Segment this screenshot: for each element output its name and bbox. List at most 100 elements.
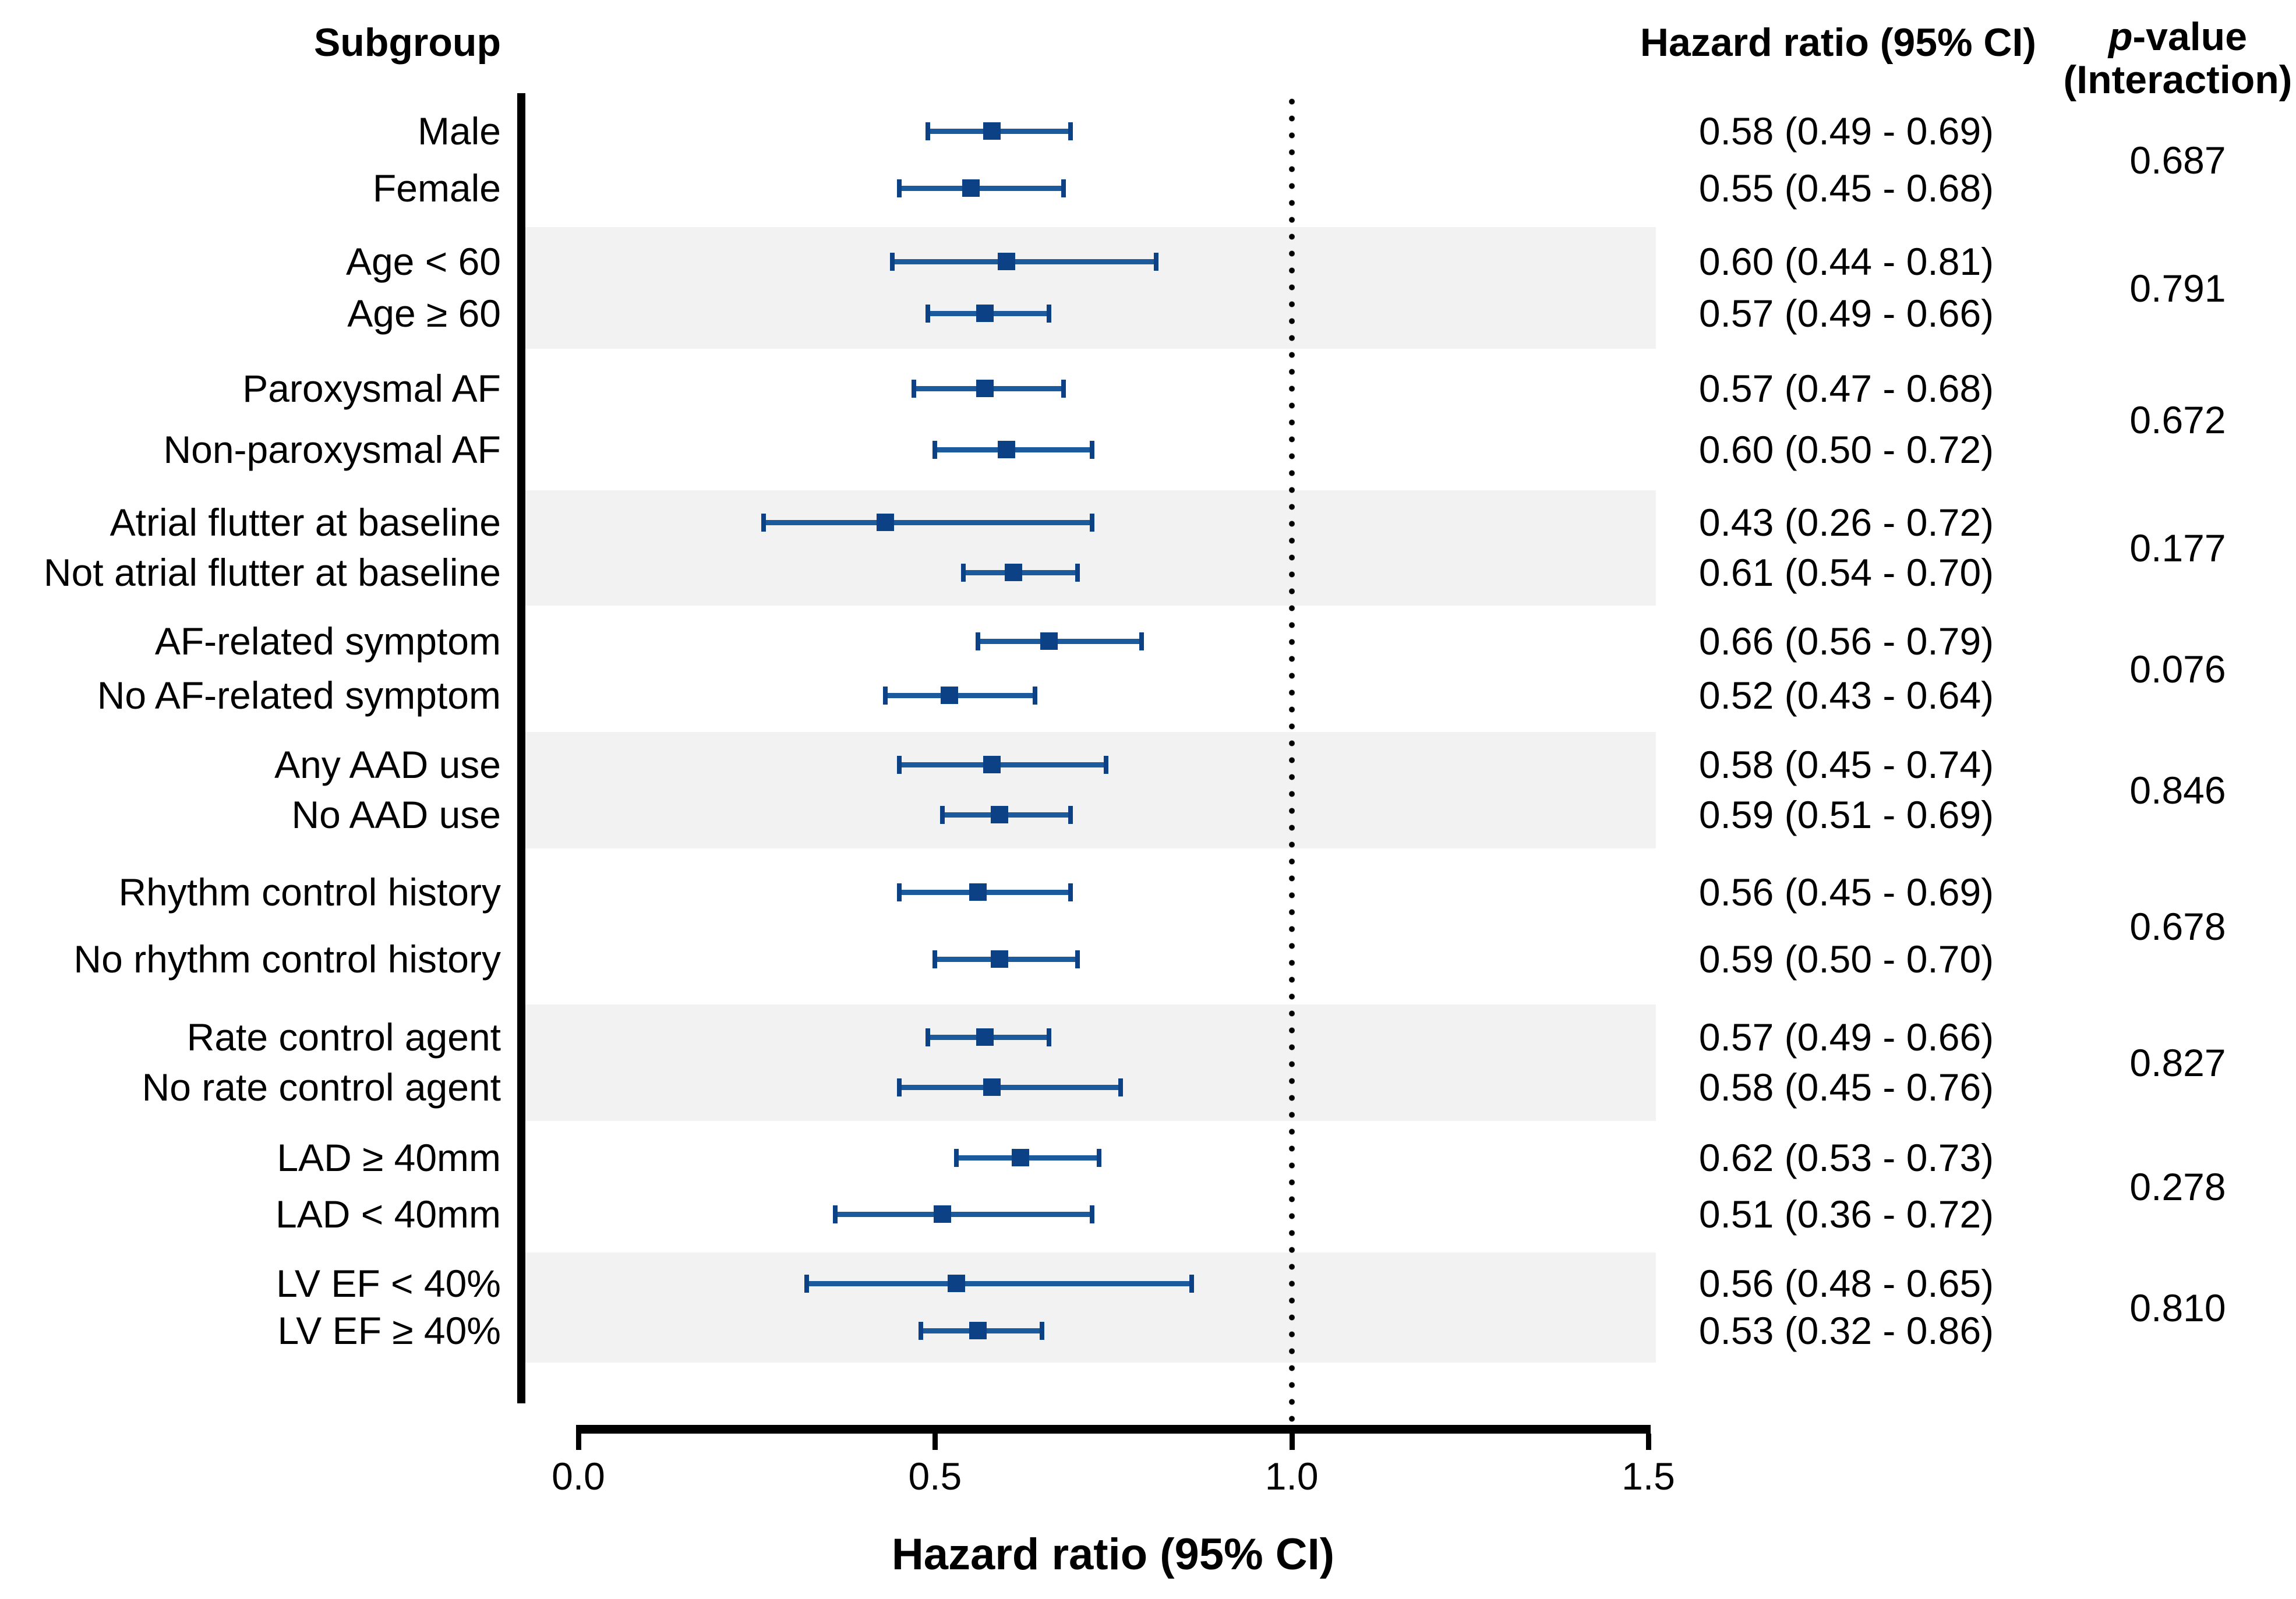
- p-interaction-value: 0.846: [2129, 769, 2226, 812]
- ci-cap-upper: [1047, 305, 1052, 323]
- ci-line: [892, 259, 1156, 264]
- hr-ci-value: 0.51 (0.36 - 0.72): [1698, 1193, 1994, 1236]
- hr-ci-value: 0.59 (0.50 - 0.70): [1698, 938, 1994, 981]
- ci-cap-upper: [1097, 1149, 1101, 1167]
- hr-point-estimate-marker: [940, 687, 958, 704]
- hr-point-estimate-marker: [948, 1275, 966, 1292]
- axis-tick-label: 1.0: [1264, 1455, 1319, 1498]
- axis-tick: [1646, 1434, 1651, 1450]
- axis-tick: [576, 1434, 581, 1450]
- subgroup-label: Non-paroxysmal AF: [163, 428, 501, 471]
- ci-cap-upper: [1068, 883, 1073, 901]
- subgroup-label: Rhythm control history: [118, 871, 501, 914]
- hr-point-estimate-marker: [933, 1205, 951, 1223]
- subgroup-label: Any AAD use: [274, 743, 501, 786]
- ci-cap-upper: [1089, 1205, 1094, 1223]
- subgroup-label: No AF-related symptom: [97, 674, 501, 717]
- ci-cap-upper: [1139, 632, 1145, 650]
- ci-cap-lower: [889, 253, 895, 271]
- hr-ci-value: 0.60 (0.50 - 0.72): [1698, 428, 1994, 471]
- axis-tick-label: 0.5: [908, 1455, 962, 1498]
- group-shading-band: [525, 732, 1656, 848]
- p-interaction-value: 0.177: [2129, 526, 2226, 569]
- hr-point-estimate-marker: [976, 1028, 994, 1046]
- hr-ci-value: 0.53 (0.32 - 0.86): [1698, 1309, 1994, 1352]
- ci-cap-lower: [918, 1322, 923, 1340]
- ci-cap-upper: [1040, 1322, 1045, 1340]
- p-interaction-value: 0.827: [2129, 1041, 2226, 1084]
- ci-cap-upper: [1068, 122, 1073, 140]
- subgroup-label: Not atrial flutter at baseline: [43, 551, 501, 594]
- hr-ci-value: 0.57 (0.47 - 0.68): [1698, 367, 1994, 410]
- hr-ci-value: 0.62 (0.53 - 0.73): [1698, 1136, 1994, 1179]
- hr-ci-value: 0.59 (0.51 - 0.69): [1698, 793, 1994, 836]
- hr-ci-value: 0.60 (0.44 - 0.81): [1698, 240, 1994, 283]
- ci-cap-upper: [1032, 687, 1037, 705]
- hr-ci-value: 0.55 (0.45 - 0.68): [1698, 167, 1994, 210]
- ci-line: [764, 520, 1092, 525]
- column-header-pvalue-interaction: p-value (Interaction): [2003, 15, 2296, 101]
- axis-tick: [1289, 1434, 1295, 1450]
- column-header-subgroup: Subgroup: [313, 20, 501, 65]
- subgroup-label: No rhythm control history: [73, 938, 501, 981]
- ci-cap-lower: [932, 950, 938, 968]
- hr-ci-value: 0.57 (0.49 - 0.66): [1698, 1016, 1994, 1059]
- hr-ci-value: 0.58 (0.49 - 0.69): [1698, 109, 1994, 153]
- ci-cap-lower: [911, 380, 916, 398]
- group-shading-band: [525, 227, 1656, 349]
- ci-cap-lower: [761, 514, 766, 532]
- subgroup-label: Male: [417, 109, 501, 153]
- p-interaction-value: 0.678: [2129, 905, 2226, 948]
- ci-cap-upper: [1068, 806, 1073, 824]
- axis-tick: [932, 1434, 938, 1450]
- subgroup-label: LAD < 40mm: [275, 1193, 501, 1236]
- ci-cap-lower: [932, 441, 938, 459]
- group-shading-band: [525, 1004, 1656, 1121]
- ci-cap-lower: [832, 1205, 838, 1223]
- hr-point-estimate-marker: [962, 179, 980, 197]
- p-interaction-value: 0.791: [2129, 266, 2226, 310]
- ci-line: [899, 762, 1107, 767]
- reference-line-hr-1: [1288, 93, 1295, 1425]
- ci-line: [899, 186, 1064, 191]
- hr-point-estimate-marker: [983, 756, 1001, 773]
- subgroup-label: No rate control agent: [142, 1066, 501, 1109]
- ci-cap-lower: [926, 1028, 931, 1046]
- p-interaction-value: 0.672: [2129, 398, 2226, 441]
- hr-ci-value: 0.61 (0.54 - 0.70): [1698, 551, 1994, 594]
- pvalue-header-rest: -value: [2132, 15, 2248, 59]
- group-shading-band: [525, 1253, 1656, 1363]
- p-interaction-value: 0.687: [2129, 139, 2226, 182]
- ci-line: [885, 693, 1035, 698]
- ci-cap-lower: [897, 883, 902, 901]
- hr-point-estimate-marker: [997, 253, 1015, 270]
- ci-cap-upper: [1189, 1275, 1195, 1293]
- hr-point-estimate-marker: [990, 950, 1008, 968]
- ci-cap-upper: [1118, 1078, 1123, 1096]
- p-interaction-value: 0.810: [2129, 1286, 2226, 1329]
- subgroup-label: Atrial flutter at baseline: [109, 501, 501, 544]
- hr-ci-value: 0.57 (0.49 - 0.66): [1698, 292, 1994, 335]
- ci-line: [835, 1212, 1092, 1217]
- hr-point-estimate-marker: [976, 380, 994, 397]
- subgroup-label: Female: [372, 167, 501, 210]
- subgroup-label: Paroxysmal AF: [242, 367, 501, 410]
- hr-point-estimate-marker: [1040, 632, 1058, 650]
- axis-tick-label: 0.0: [552, 1455, 605, 1498]
- x-axis-bar: [576, 1425, 1651, 1434]
- ci-cap-upper: [1075, 564, 1080, 582]
- ci-line: [977, 639, 1142, 644]
- column-header-hazard-ratio: Hazard ratio (95% CI): [1640, 20, 2037, 65]
- x-axis-title: Hazard ratio (95% CI): [891, 1530, 1335, 1579]
- hr-ci-value: 0.66 (0.56 - 0.79): [1698, 620, 1994, 663]
- ci-cap-lower: [926, 305, 931, 323]
- plot-left-axis-line: [517, 93, 525, 1403]
- ci-cap-upper: [1089, 514, 1094, 532]
- hr-ci-value: 0.43 (0.26 - 0.72): [1698, 501, 1994, 544]
- ci-cap-upper: [1104, 756, 1109, 774]
- ci-cap-upper: [1047, 1028, 1052, 1046]
- ci-cap-upper: [1089, 441, 1094, 459]
- hr-point-estimate-marker: [1012, 1149, 1030, 1166]
